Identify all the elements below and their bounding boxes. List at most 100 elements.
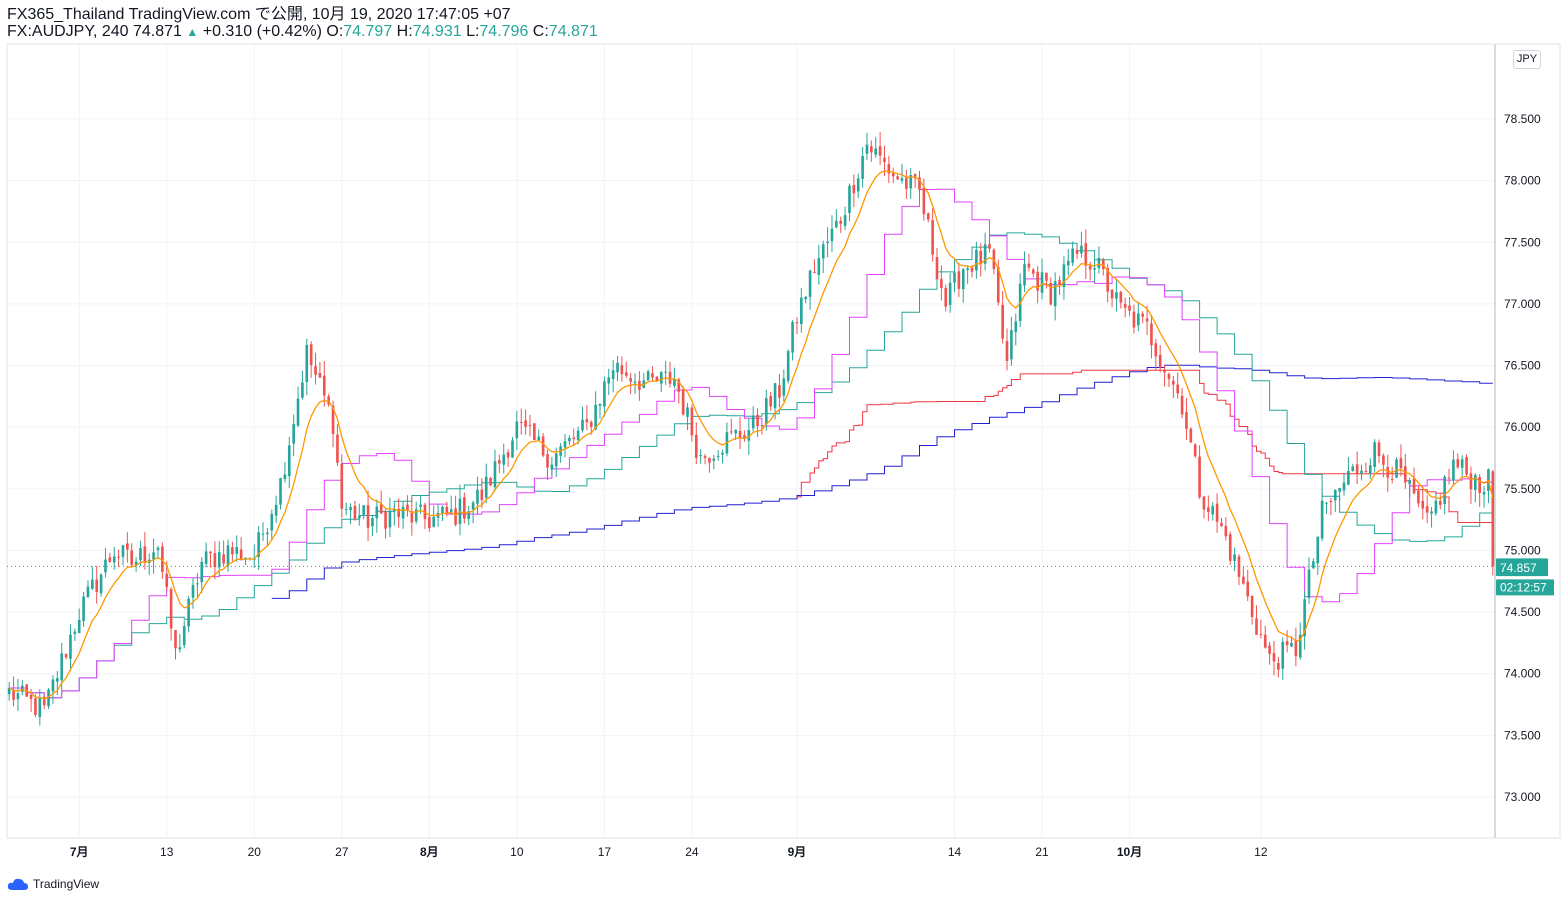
candle-body [1040,272,1044,293]
candle-body [471,502,475,510]
candle-body [1377,442,1381,457]
candle-body [528,424,532,426]
candle-body [1132,311,1136,328]
x-tick-label: 8月 [420,845,439,859]
candle-body [445,507,449,514]
candle-body [95,579,99,592]
candle-body [327,396,330,405]
candle-body [82,596,85,622]
candle-body [463,497,466,519]
candle-body [563,441,567,448]
candle-body [1198,456,1201,498]
candle-body [270,514,274,531]
candle-body [681,389,685,415]
candle-body [786,350,790,381]
candle-body [1189,428,1193,443]
candle-body [1430,511,1433,514]
candle-body [1106,268,1109,292]
y-tick-label: 74.500 [1504,605,1541,619]
candle-body [1137,313,1140,326]
candle-body [603,381,606,407]
candle-body [1408,479,1411,484]
candle-body [379,504,383,514]
candle-body [401,506,405,519]
candle-body [108,557,112,562]
candle-body [585,419,589,423]
last-price: 74.871 [133,23,182,40]
candle-body [1417,490,1420,504]
candle-body [979,250,983,265]
candle-body [283,474,287,480]
low-label: L: [466,23,480,40]
candle-body [673,378,676,386]
candle-body [143,546,147,563]
candle-body [1368,465,1372,474]
candle-body [12,690,15,700]
candle-body [51,679,55,692]
candle-body [690,407,694,436]
candle-body [1412,478,1416,494]
candle-body [988,243,991,249]
x-tick-label: 21 [1035,845,1049,859]
candle-body [550,464,554,470]
candle-body [738,430,742,438]
candle-body [865,144,869,154]
candle-body [874,148,878,155]
candle-body [353,505,357,520]
candle-body [397,508,401,517]
candle-body [633,381,637,384]
candle-body [1163,369,1166,373]
x-tick-label: 10月 [1117,845,1142,859]
candle-body [222,554,225,564]
candle-body [292,423,295,444]
candle-body [1382,455,1385,465]
open-value: 74.797 [343,23,393,40]
candle-body [664,371,667,373]
candle-body [117,556,120,558]
y-tick-label: 73.000 [1504,790,1541,804]
chart-frame [6,43,1561,839]
candle-body [900,178,904,181]
candle-body [449,509,453,514]
candle-body [86,586,90,597]
candle-body [1145,318,1149,322]
candle-body [1049,282,1053,305]
candle-body [651,373,654,378]
candle-body [47,689,50,707]
currency-button[interactable]: JPY [1513,50,1541,69]
candle-body [484,476,488,498]
candle-body [1036,271,1039,291]
candle-body [1268,645,1271,654]
candle-body [1119,291,1123,303]
candle-body [712,458,716,461]
candle-body [1482,492,1486,495]
candle-body [1220,522,1223,527]
candle-body [1473,474,1477,490]
tradingview-logo[interactable]: TradingView [7,874,99,894]
candle-body [77,619,81,633]
candle-body [1150,323,1153,346]
y-tick-label: 77.500 [1504,235,1541,249]
candle-body [554,453,558,467]
candle-body [970,267,974,272]
candle-body [1403,466,1407,483]
candle-body [309,344,313,366]
candle-body [340,463,344,509]
candle-body [1425,506,1429,513]
candle-body [60,653,64,681]
candle-body [506,452,510,458]
candle-body [493,461,497,488]
candle-body [213,553,217,568]
candle-body [73,631,77,634]
candle-body [1242,576,1245,584]
candle-body [1154,343,1158,357]
candle-body [629,378,632,382]
candle-body [1053,281,1057,307]
x-tick-label: 20 [248,845,262,859]
candle-body [533,423,536,441]
candle-body [467,511,471,520]
candle-body [1027,263,1031,268]
candle-body [204,551,208,564]
candle-body [747,430,751,441]
